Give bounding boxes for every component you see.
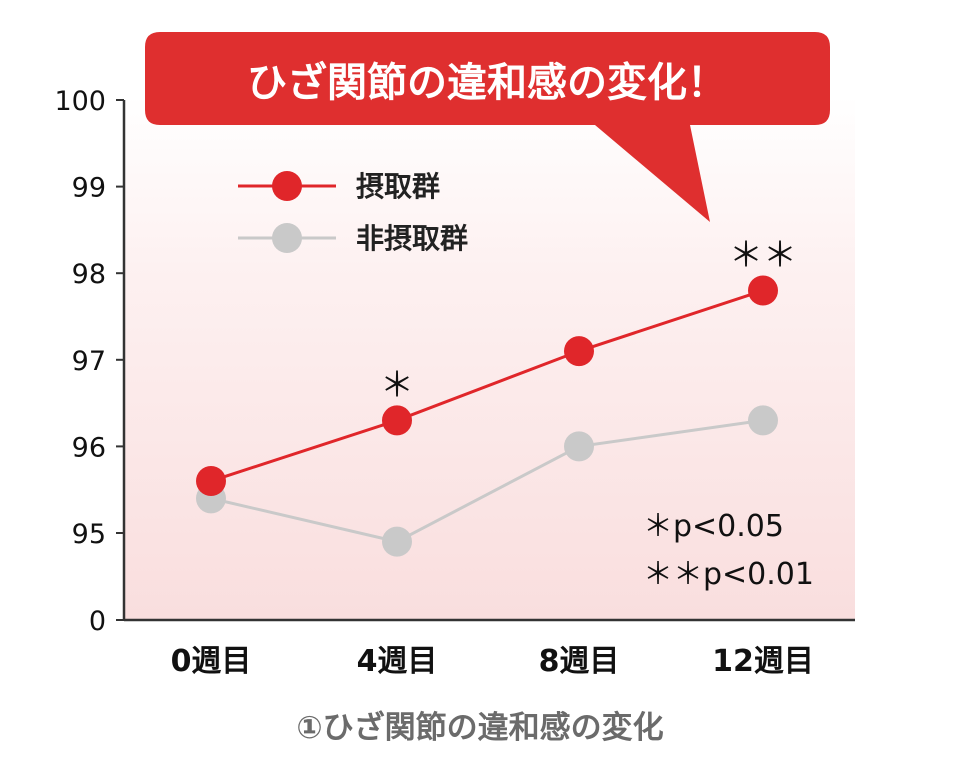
series-line-non-intake [210, 418, 764, 544]
p-value-note-1: ＊p<0.05 [643, 509, 784, 544]
legend-label-intake: 摂取群 [356, 170, 440, 203]
banner-title: ひざ関節の違和感の変化！ [247, 60, 727, 106]
legend-label-non-intake: 非摂取群 [356, 222, 468, 255]
banner-bubble [145, 32, 830, 222]
significance-marker: ＊ [380, 365, 414, 405]
y-tick-label: 99 [72, 173, 106, 204]
data-point-intake [382, 405, 412, 436]
data-point-intake [564, 336, 594, 367]
y-tick-label: 98 [72, 259, 106, 290]
data-point-non-intake [748, 405, 778, 436]
legend-marker-non-intake [272, 223, 302, 253]
x-tick-label: 0週目 [171, 644, 252, 679]
y-tick-label: 97 [72, 346, 106, 377]
p-value-note-2: ＊＊p<0.01 [643, 557, 814, 592]
series-line-intake [210, 289, 764, 483]
plot-area [124, 96, 855, 620]
y-tick-label: 100 [54, 86, 106, 117]
figure-caption: ①ひざ関節の違和感の変化 [296, 710, 663, 746]
data-point-intake [748, 275, 778, 306]
legend: 摂取群 非摂取群 [238, 170, 468, 255]
data-point-intake [196, 466, 226, 497]
title-banner: ひざ関節の違和感の変化！ [145, 32, 830, 222]
y-tick-label: 96 [72, 432, 106, 463]
x-tick-label: 8週目 [539, 644, 620, 679]
data-point-non-intake [564, 431, 594, 462]
x-tick-label: 4週目 [357, 644, 438, 679]
significance-marker: ＊＊ [729, 236, 797, 276]
y-tick-label: 0 [89, 606, 106, 637]
legend-marker-intake [272, 171, 302, 201]
y-tick-label: 95 [72, 519, 106, 550]
data-point-non-intake [382, 526, 412, 557]
x-tick-label: 12週目 [712, 644, 814, 679]
